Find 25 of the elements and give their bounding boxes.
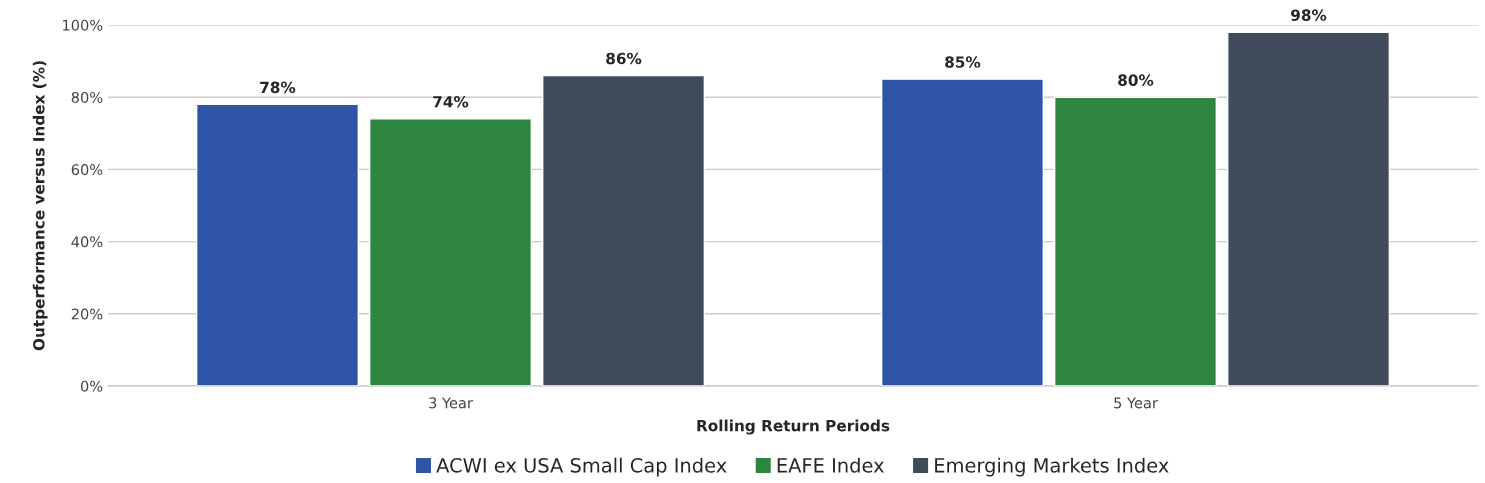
x-tick-label: 5 Year <box>1114 397 1158 409</box>
y-tick-label: 60% <box>71 164 103 176</box>
bar <box>1227 31 1391 386</box>
data-label: 86% <box>606 52 642 65</box>
y-tick-label: 80% <box>71 91 103 103</box>
y-tick-label: 100% <box>63 19 103 31</box>
data-label: 98% <box>1291 9 1327 21</box>
data-label: 78% <box>260 81 296 94</box>
bar <box>880 78 1044 386</box>
data-label: 74% <box>433 96 469 108</box>
bar <box>1053 96 1218 386</box>
bar <box>542 74 706 386</box>
data-label: 80% <box>1118 74 1154 86</box>
y-tick-label: 40% <box>71 236 103 248</box>
bar <box>195 103 359 386</box>
bar <box>368 118 533 386</box>
data-label: 85% <box>945 56 981 68</box>
legend-label: EAFE Index <box>777 457 884 473</box>
legend-label: ACWI ex USA Small Cap Index <box>436 457 727 477</box>
y-tick-label: 0% <box>80 380 103 392</box>
y-tick-label: 20% <box>71 308 103 320</box>
x-axis-title: Rolling Return Periods <box>697 419 890 435</box>
y-axis-title: Outperformance versus Index (%) <box>32 61 48 351</box>
x-tick-label: 3 Year <box>429 397 473 409</box>
legend-label: Emerging Markets Index <box>935 457 1169 477</box>
